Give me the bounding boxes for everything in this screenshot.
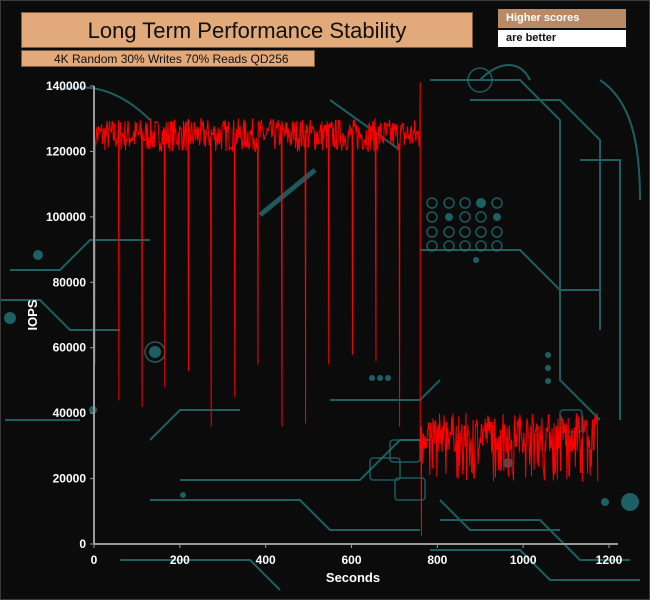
x-tick-labels: 0 200 400 600 800 1000 1200: [91, 544, 623, 567]
y-tick-label: 80000: [53, 275, 87, 289]
series-layer: [93, 82, 599, 537]
x-tick-label: 1200: [596, 553, 623, 567]
y-tick-label: 140000: [46, 79, 86, 93]
y-tick-label: 60000: [53, 341, 87, 355]
x-tick-label: 800: [427, 553, 447, 567]
x-axis-label: Seconds: [326, 570, 380, 585]
x-tick-label: 200: [170, 553, 190, 567]
chart-title: Long Term Performance Stability: [21, 12, 473, 48]
x-tick-label: 0: [91, 553, 98, 567]
y-tick-label: 0: [79, 537, 86, 551]
x-tick-label: 1000: [510, 553, 537, 567]
chart-subtitle: 4K Random 30% Writes 70% Reads QD256: [21, 50, 315, 67]
series-line: [93, 82, 599, 537]
y-tick-label: 40000: [53, 406, 87, 420]
y-tick-label: 120000: [46, 144, 86, 158]
x-tick-label: 400: [256, 553, 276, 567]
legend-are-better: are better: [498, 30, 626, 47]
y-tick-labels: 0 20000 40000 60000 80000 100000 120000 140000: [46, 79, 94, 551]
y-tick-label: 20000: [53, 472, 87, 486]
legend-higher-scores: Higher scores: [498, 9, 626, 28]
x-tick-label: 600: [341, 553, 361, 567]
y-tick-label: 100000: [46, 210, 86, 224]
y-axis-label: IOPS: [25, 299, 40, 330]
